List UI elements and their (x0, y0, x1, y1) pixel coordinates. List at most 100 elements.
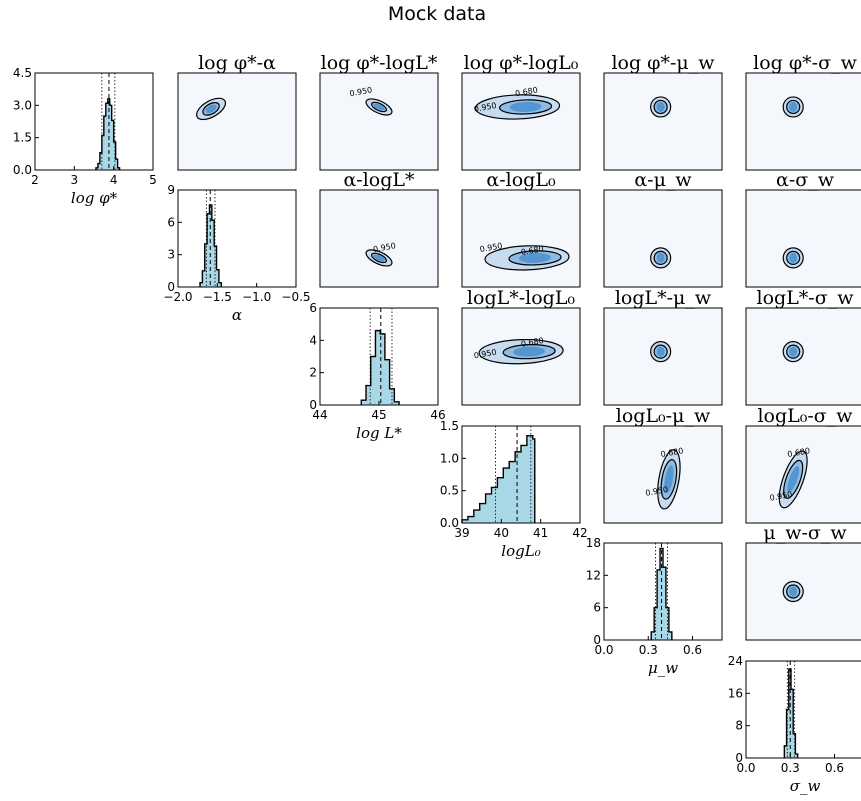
contour-label: 0.680 (520, 244, 544, 257)
x-tick-label: 0.6 (825, 761, 844, 775)
pair-panel-0: log φ*-α (177, 52, 297, 171)
pair-title: log φ*-logL₀ (464, 52, 579, 74)
x-tick-label: 40 (494, 526, 509, 540)
density-core (664, 465, 674, 494)
hist-panel-3: 39 40 41 42 0.0 0.5 1.0 1.5 logL₀ (440, 419, 588, 560)
x-axis-label: log φ* (71, 189, 118, 207)
density-core (373, 254, 385, 262)
y-tick-label: 3.0 (13, 98, 32, 112)
pair-frame (461, 72, 581, 171)
y-tick-label: 0 (167, 280, 175, 294)
pair-frame (603, 72, 723, 171)
x-tick-label: 39 (454, 526, 469, 540)
axes-frame (34, 72, 154, 171)
pair-panel-14: μ_w-σ_w (745, 522, 861, 641)
density-core (656, 346, 665, 357)
y-tick-label: 24 (728, 654, 743, 668)
pair-title: logL*-σ_w (757, 287, 855, 309)
hist-step (650, 547, 673, 640)
density-core (513, 346, 546, 357)
pair-panel-4: log φ*-σ_w (745, 52, 861, 171)
y-tick-label: 0.5 (440, 484, 459, 498)
y-tick-label: 0.0 (13, 163, 32, 177)
pair-panel-9: 0.680 0.950 logL*-logL₀ (461, 287, 581, 406)
pair-panel-8: α-σ_w (745, 169, 861, 288)
y-tick-label: 0.0 (440, 516, 459, 530)
x-axis-label: α (232, 306, 242, 324)
x-tick-label: 5 (149, 173, 157, 187)
hist-step (783, 668, 799, 758)
y-tick-label: 8 (735, 719, 743, 733)
pair-title: α-μ_w (634, 169, 692, 191)
hist-panel-1: −2.0 −1.5 −1.0 −0.5 0 3 6 9 α (163, 183, 310, 324)
x-tick-label: 0.0 (736, 761, 755, 775)
pair-title: α-logL* (343, 169, 415, 191)
x-axis-label: log L* (356, 424, 402, 442)
pair-panel-5: 0.950 α-logL* (319, 169, 439, 288)
y-tick-label: 4.5 (13, 66, 32, 80)
density-core (205, 104, 217, 114)
axes-frame (603, 542, 723, 641)
pair-panel-7: α-μ_w (603, 169, 723, 288)
contour-label: 0.950 (473, 348, 497, 361)
density-core (656, 101, 665, 112)
y-tick-label: 1.5 (13, 131, 32, 145)
x-tick-label: 0.6 (683, 643, 702, 657)
hist-fill (462, 435, 535, 523)
pair-title: log φ*-μ_w (611, 52, 715, 74)
pair-frame (319, 72, 439, 171)
y-tick-label: 6 (309, 301, 317, 315)
density-core (373, 103, 385, 111)
pair-frame (603, 189, 723, 288)
pair-title: logL₀-σ_w (757, 405, 853, 427)
pair-frame (745, 189, 861, 288)
pair-panel-11: logL*-σ_w (745, 287, 861, 406)
contour-label: 0.680 (514, 85, 538, 98)
pair-title: logL₀-μ_w (616, 405, 711, 427)
x-tick-label: 2 (31, 173, 39, 187)
density-core (656, 252, 665, 263)
y-tick-label: 6 (167, 215, 175, 229)
pair-title: α-logL₀ (486, 169, 556, 191)
contour-label: 0.950 (479, 241, 503, 254)
x-tick-label: 3 (71, 173, 79, 187)
pair-panel-10: logL*-μ_w (603, 287, 723, 406)
hist-step (461, 435, 536, 523)
x-tick-label: 0.3 (781, 761, 800, 775)
contour-label: 0.950 (645, 485, 669, 498)
x-tick-label: 44 (312, 408, 327, 422)
pair-panel-3: log φ*-μ_w (603, 52, 723, 171)
pair-title: α-σ_w (776, 169, 835, 191)
x-tick-label: 45 (371, 408, 386, 422)
pair-panel-13: 0.680 0.950 logL₀-σ_w (745, 405, 861, 524)
x-tick-label: −1.5 (203, 290, 232, 304)
y-tick-label: 1.0 (440, 451, 459, 465)
x-tick-label: −0.5 (281, 290, 310, 304)
hist-panel-5: 0.0 0.3 0.6 0 8 16 24 σ_w (728, 654, 861, 795)
contour-label: 0.950 (349, 85, 373, 98)
pair-panel-2: 0.680 0.950 log φ*-logL₀ (461, 52, 581, 171)
pair-panel-1: 0.950 log φ*-logL* (319, 52, 439, 171)
y-tick-label: 2 (309, 366, 317, 380)
x-tick-label: 46 (430, 408, 445, 422)
hist-fill (361, 330, 400, 405)
pair-title: μ_w-σ_w (763, 522, 847, 544)
density-core (789, 346, 798, 357)
x-axis-label: σ_w (790, 777, 821, 795)
x-tick-label: 4 (110, 173, 118, 187)
density-core (787, 466, 800, 493)
axes-frame (461, 425, 581, 524)
contour-label: 0.680 (660, 446, 684, 459)
x-tick-label: 41 (533, 526, 548, 540)
y-tick-label: 3 (167, 248, 175, 262)
y-tick-label: 16 (728, 686, 743, 700)
x-tick-label: 42 (572, 526, 587, 540)
x-tick-label: 0.3 (639, 643, 658, 657)
pair-panel-12: 0.680 0.950 logL₀-μ_w (603, 405, 723, 524)
pair-title: logL*-μ_w (615, 287, 712, 309)
figure-title: Mock data (388, 3, 486, 25)
pair-panel-6: 0.950 0.680 α-logL₀ (461, 169, 581, 288)
density-core (519, 252, 551, 263)
